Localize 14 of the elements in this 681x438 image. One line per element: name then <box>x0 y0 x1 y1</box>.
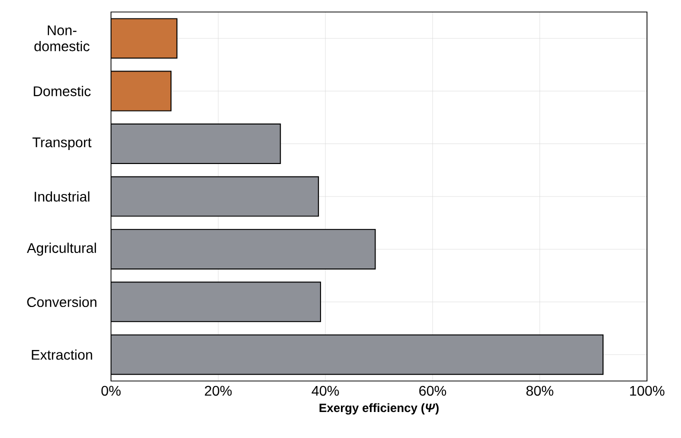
x-tick-label: 80% <box>526 386 554 396</box>
y-tick-label: Agricultural <box>26 242 96 256</box>
x-tick-label: 100% <box>630 386 664 396</box>
y-tick-label: Domestic <box>34 86 91 96</box>
x-axis-title: Exergy efficiency (Ψ) <box>320 403 439 415</box>
y-tick-label: Transport <box>32 138 92 150</box>
y-tick-label: Extraction <box>32 349 92 360</box>
y-tick-label: Non-domestic <box>34 25 90 52</box>
x-tick-label: 40% <box>312 386 339 396</box>
x-tick-label: 60% <box>419 386 446 396</box>
y-tick-label: Conversion <box>27 296 96 308</box>
x-tick-label: 20% <box>204 386 232 396</box>
x-tick-label: 0% <box>101 386 121 396</box>
y-tick-label: Industrial <box>34 191 90 202</box>
